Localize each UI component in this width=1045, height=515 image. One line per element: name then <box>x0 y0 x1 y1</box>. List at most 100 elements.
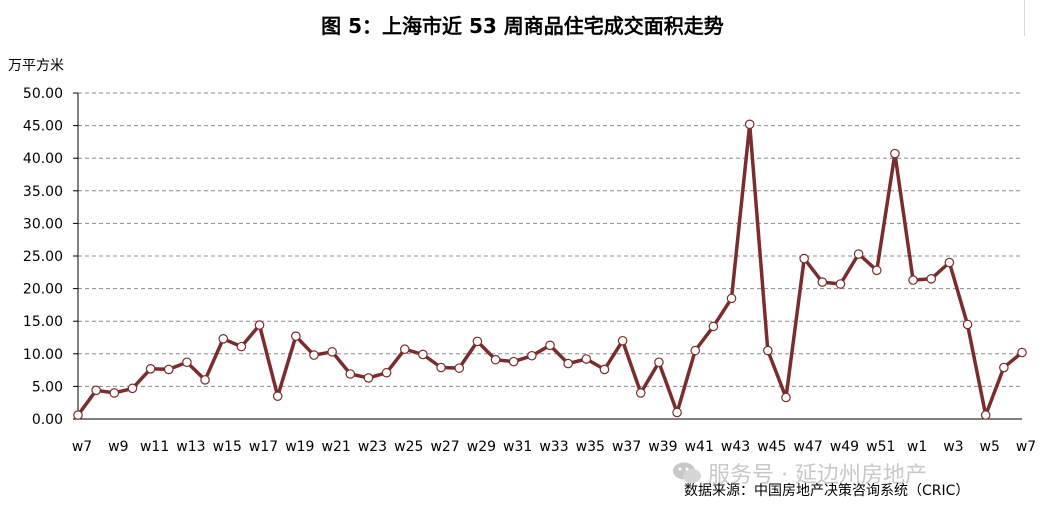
x-tick-label: w33 <box>539 439 568 455</box>
data-point <box>853 249 864 259</box>
data-point <box>418 349 428 360</box>
x-tick-label: w41 <box>685 439 714 455</box>
data-point <box>744 119 755 130</box>
data-point <box>890 148 900 159</box>
data-point <box>835 279 846 289</box>
x-tick-label: w47 <box>794 439 823 455</box>
y-tick-label: 5.00 <box>32 379 63 395</box>
data-point <box>563 358 573 369</box>
x-tick-label: w45 <box>757 439 786 455</box>
data-point <box>272 391 283 401</box>
watermark: 服务号 · 延边州房地产 <box>672 457 927 489</box>
x-tick-labels: w7 w9 w11 w13 w15 w17 w19 w21 w23 w25 w27 w29 w31 w33… <box>72 439 1036 455</box>
data-point <box>145 363 156 374</box>
y-tick-label: 50.00 <box>23 86 63 102</box>
data-point <box>871 265 882 276</box>
data-point <box>545 340 555 351</box>
axes <box>73 92 1022 420</box>
data-point <box>599 364 610 375</box>
x-tick-label: w17 <box>249 439 278 455</box>
data-point <box>454 363 465 373</box>
x-tick-label: w37 <box>612 439 641 455</box>
data-point <box>309 350 319 360</box>
data-point <box>908 275 918 285</box>
x-tick-label: w21 <box>322 439 351 455</box>
data-point <box>508 356 519 367</box>
wechat-icon <box>673 462 701 483</box>
y-tick-label: 40.00 <box>23 151 63 167</box>
data-point <box>726 293 737 304</box>
data-point <box>980 410 991 420</box>
data-point <box>399 344 410 355</box>
x-tick-label: w19 <box>285 439 314 455</box>
data-point <box>236 341 247 352</box>
data-point <box>708 321 719 332</box>
data-point <box>781 392 791 403</box>
frame-border <box>1024 0 1025 36</box>
data-point <box>91 385 101 396</box>
data-point <box>654 357 664 368</box>
y-tick-labels: 0.00 5.00 10.00 15.00 20.00 25.00 30.00 35.00 40… <box>23 86 63 428</box>
data-point <box>635 388 646 398</box>
y-tick-label: 10.00 <box>23 347 63 363</box>
x-tick-label: w3 <box>943 439 963 455</box>
data-point <box>926 274 937 284</box>
data-point <box>218 334 229 344</box>
x-tick-label: w13 <box>176 439 205 455</box>
data-source-note: 数据来源：中国房地产决策咨询系统（CRIC） <box>684 483 970 499</box>
chart-title: 图 5：上海市近 53 周商品住宅成交面积走势 <box>321 14 724 38</box>
x-tick-label: w25 <box>394 439 423 455</box>
data-point <box>109 388 120 398</box>
x-tick-label: w9 <box>108 439 128 455</box>
y-tick-label: 25.00 <box>23 249 63 265</box>
data-point <box>944 257 955 268</box>
data-point <box>490 354 501 365</box>
data-point <box>690 345 701 356</box>
y-tick-label: 35.00 <box>23 184 63 200</box>
data-point <box>345 369 356 379</box>
x-tick-label: w23 <box>358 439 387 455</box>
data-point <box>962 319 973 330</box>
x-tick-label: w35 <box>576 439 605 455</box>
x-tick-label: w7 <box>1016 439 1036 455</box>
x-tick-label: w29 <box>467 439 496 455</box>
grid-lines <box>78 92 1022 387</box>
data-point <box>381 367 392 378</box>
y-tick-label: 45.00 <box>23 119 63 135</box>
data-point <box>363 373 374 383</box>
x-tick-label: w39 <box>648 439 677 455</box>
x-tick-label: w5 <box>980 439 1000 455</box>
x-tick-label: w11 <box>140 439 169 455</box>
data-point <box>527 350 537 361</box>
data-point <box>763 345 773 356</box>
x-tick-label: w43 <box>721 439 750 455</box>
data-points <box>73 119 1027 420</box>
data-point <box>291 331 301 341</box>
data-point <box>799 253 809 264</box>
data-point <box>73 410 83 420</box>
data-point <box>672 407 682 418</box>
x-tick-label: w31 <box>503 439 532 455</box>
data-point <box>327 347 337 357</box>
x-tick-label: w15 <box>213 439 242 455</box>
data-point <box>163 364 174 375</box>
data-point <box>581 354 592 364</box>
y-tick-label: 15.00 <box>23 314 63 330</box>
data-point <box>617 335 628 346</box>
data-point <box>200 375 210 385</box>
watermark-text: 服务号 · 延边州房地产 <box>708 463 927 488</box>
data-point <box>127 383 138 394</box>
data-point <box>817 277 828 287</box>
x-tick-label: w49 <box>830 439 859 455</box>
x-tick-label: w27 <box>430 439 459 455</box>
y-tick-label: 20.00 <box>23 282 63 298</box>
data-point <box>472 336 483 347</box>
data-point <box>436 362 446 373</box>
y-tick-label: 30.00 <box>23 216 63 232</box>
y-axis-unit-label: 万平方米 <box>8 58 64 74</box>
data-point <box>254 320 265 330</box>
data-point <box>182 357 192 368</box>
data-point <box>999 362 1009 373</box>
x-tick-label: w1 <box>907 439 927 455</box>
